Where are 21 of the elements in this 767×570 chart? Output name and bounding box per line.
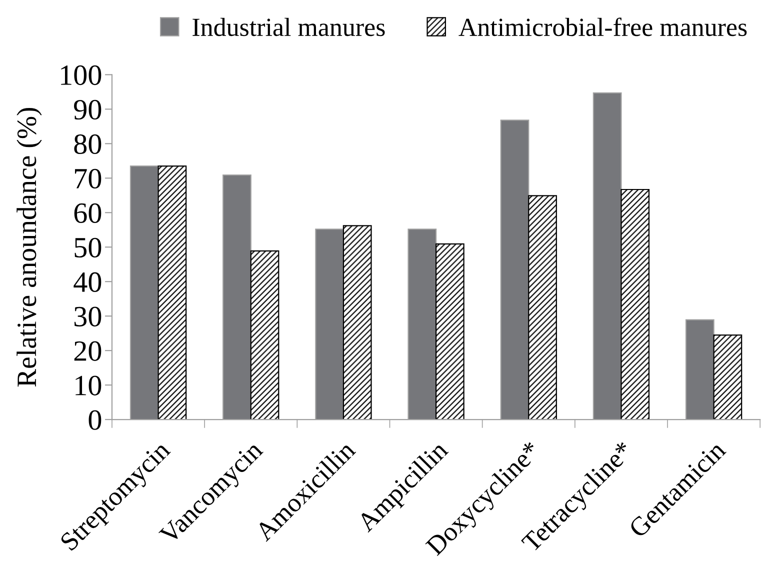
bar xyxy=(250,250,280,420)
bar xyxy=(435,243,464,420)
y-tick-label: 80 xyxy=(74,134,102,154)
y-axis-title: Relative anoundance (%) xyxy=(16,108,42,387)
y-tick-label: 100 xyxy=(61,65,102,86)
y-tick-label: 20 xyxy=(74,341,102,361)
legend-label: Industrial manures xyxy=(192,18,385,36)
bar xyxy=(528,195,557,420)
bar xyxy=(158,166,187,420)
legend-label: Antimicrobial-free manures xyxy=(458,18,747,36)
y-tick-label: 60 xyxy=(74,203,102,224)
bar xyxy=(342,225,372,420)
y-tick-label: 40 xyxy=(74,272,102,292)
y-tick-label: 30 xyxy=(74,306,102,326)
bar xyxy=(713,334,742,420)
y-tick-label: 90 xyxy=(74,100,102,120)
y-tick-label: 10 xyxy=(76,376,102,396)
y-tick-label: 50 xyxy=(74,238,102,258)
bar xyxy=(620,188,650,420)
y-tick-label: 70 xyxy=(75,168,102,189)
y-tick-label: 0 xyxy=(88,410,102,430)
